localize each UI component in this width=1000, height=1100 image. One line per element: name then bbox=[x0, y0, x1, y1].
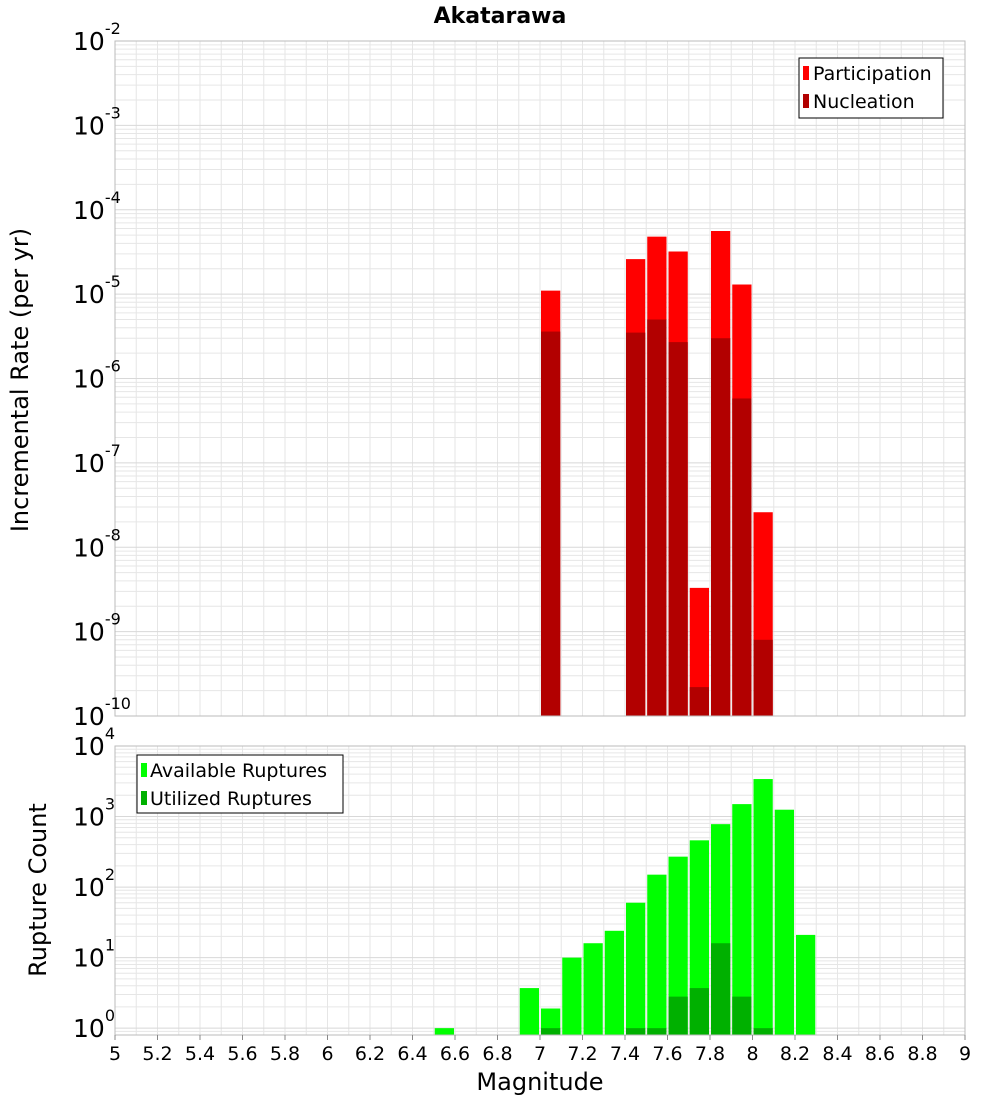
y-tick-label: 102 bbox=[73, 865, 115, 902]
rate-bar-b bbox=[647, 319, 667, 716]
count-bar-a bbox=[604, 930, 624, 1035]
x-axis-label: Magnitude bbox=[476, 1068, 603, 1096]
count-bar-a bbox=[732, 804, 752, 1035]
x-tick-label: 7.6 bbox=[652, 1043, 682, 1065]
x-tick-label: 8.8 bbox=[907, 1043, 937, 1065]
count-grid bbox=[114, 746, 966, 1036]
y-tick-label: 10-7 bbox=[73, 441, 121, 478]
rate-bars bbox=[541, 230, 773, 716]
rate-bar-b bbox=[689, 687, 709, 716]
x-tick-label: 8 bbox=[746, 1043, 758, 1065]
count-bar-b bbox=[711, 943, 731, 1035]
x-tick-label: 5.6 bbox=[227, 1043, 257, 1065]
y-tick-label: 10-10 bbox=[73, 694, 131, 731]
count-legend-box bbox=[136, 754, 344, 814]
count-bar-b bbox=[626, 1028, 646, 1035]
x-tick-label: 7 bbox=[534, 1043, 546, 1065]
rate-y-axis-label: Incremental Rate (per yr) bbox=[6, 228, 34, 532]
y-tick-label: 10-4 bbox=[73, 188, 121, 225]
rate-legend-box bbox=[798, 57, 944, 119]
y-tick-label: 10-6 bbox=[73, 357, 121, 394]
nucleation-legend-swatch bbox=[803, 94, 809, 108]
x-tick-label: 9 bbox=[959, 1043, 971, 1065]
count-legend: Available Ruptures Utilized Ruptures bbox=[136, 754, 344, 814]
count-bar-a bbox=[519, 988, 539, 1035]
x-tick-label: 5.2 bbox=[142, 1043, 172, 1065]
count-bar-b bbox=[647, 1028, 667, 1035]
participation-legend-swatch bbox=[803, 66, 809, 80]
available-legend-label: Available Ruptures bbox=[150, 760, 327, 782]
x-tick-label: 8.2 bbox=[780, 1043, 810, 1065]
count-bars bbox=[434, 779, 816, 1035]
count-bar-b bbox=[689, 988, 709, 1035]
count-bar-a bbox=[796, 934, 816, 1035]
y-tick-label: 10-5 bbox=[73, 272, 121, 309]
x-tick-label: 6 bbox=[321, 1043, 333, 1065]
chart-title: Akatarawa bbox=[434, 4, 567, 29]
y-tick-label: 10-3 bbox=[73, 103, 121, 140]
rate-panel: 10-10 10-9 10-8 10-7 10-6 10-5 10-4 10-3 10-2 In… bbox=[6, 19, 966, 731]
utilized-legend-swatch bbox=[141, 791, 147, 805]
y-tick-label: 10-8 bbox=[73, 525, 121, 562]
rate-plot-frame bbox=[114, 40, 966, 717]
rate-bar-b bbox=[711, 338, 731, 716]
rate-bar-b bbox=[626, 332, 646, 716]
x-ticks: 5 5.2 5.4 5.6 5.8 6 6.2 6.4 6.6 6.8 7 7.2 7.4 7.6 7.8 8… bbox=[109, 1035, 971, 1065]
x-tick-label: 7.8 bbox=[695, 1043, 725, 1065]
count-bar-b bbox=[668, 996, 688, 1035]
count-y-axis-label: Rupture Count bbox=[24, 803, 52, 977]
x-tick-label: 8.4 bbox=[822, 1043, 852, 1065]
x-tick-label: 5.4 bbox=[185, 1043, 215, 1065]
rate-bar-b bbox=[668, 342, 688, 716]
rate-bar-b bbox=[541, 331, 561, 716]
rate-grid bbox=[114, 41, 966, 717]
rate-bar-b bbox=[753, 639, 773, 716]
rate-legend: Participation Nucleation bbox=[798, 57, 944, 119]
count-bar-a bbox=[668, 856, 688, 1035]
y-tick-label: 10-2 bbox=[73, 19, 121, 56]
count-bar-a bbox=[647, 874, 667, 1035]
count-bar-b bbox=[541, 1028, 561, 1035]
x-tick-label: 7.4 bbox=[610, 1043, 640, 1065]
x-tick-label: 7.2 bbox=[567, 1043, 597, 1065]
y-tick-label: 100 bbox=[73, 1006, 115, 1043]
rate-bar-a bbox=[689, 587, 709, 716]
count-bar-a bbox=[434, 1028, 454, 1035]
count-bar-a bbox=[774, 809, 794, 1035]
count-bar-a bbox=[626, 902, 646, 1035]
x-tick-label: 6.6 bbox=[440, 1043, 470, 1065]
available-legend-swatch bbox=[141, 763, 147, 777]
y-tick-label: 103 bbox=[73, 795, 115, 832]
participation-legend-label: Participation bbox=[813, 63, 932, 85]
count-bar-a bbox=[689, 840, 709, 1035]
count-bar-a bbox=[583, 943, 603, 1035]
count-bar-b bbox=[732, 996, 752, 1035]
count-bar-b bbox=[753, 1028, 773, 1035]
utilized-legend-label: Utilized Ruptures bbox=[150, 788, 312, 810]
x-tick-label: 8.6 bbox=[865, 1043, 895, 1065]
y-tick-label: 101 bbox=[73, 936, 115, 973]
nucleation-legend-label: Nucleation bbox=[813, 91, 915, 113]
x-tick-label: 5.8 bbox=[270, 1043, 300, 1065]
x-tick-label: 6.4 bbox=[397, 1043, 427, 1065]
rate-bar-b bbox=[732, 398, 752, 716]
y-tick-label: 10-9 bbox=[73, 610, 121, 647]
count-bar-a bbox=[562, 957, 582, 1035]
x-tick-label: 5 bbox=[109, 1043, 121, 1065]
x-tick-label: 6.8 bbox=[482, 1043, 512, 1065]
x-tick-label: 6.2 bbox=[355, 1043, 385, 1065]
count-bar-a bbox=[753, 779, 773, 1035]
